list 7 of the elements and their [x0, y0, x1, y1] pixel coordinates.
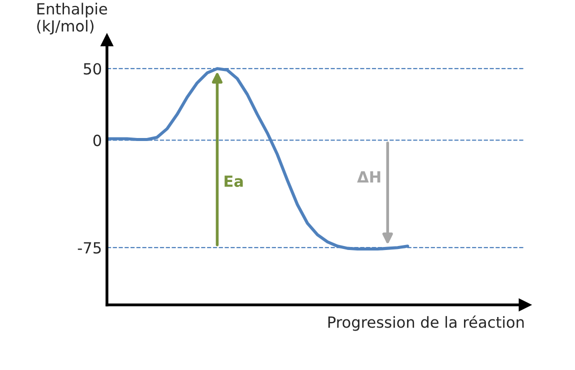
annotation: ΔH [357, 171, 380, 182]
annotation: Ea [224, 176, 243, 187]
y-axis-title: Enthalpie (kJ/mol) [37, 2, 108, 35]
y-tick-label: -75 [78, 242, 101, 254]
y-tick-label: 0 [93, 134, 102, 146]
x-axis-title: Progression de la réaction [328, 315, 524, 331]
y-tick-label: 50 [84, 63, 102, 75]
